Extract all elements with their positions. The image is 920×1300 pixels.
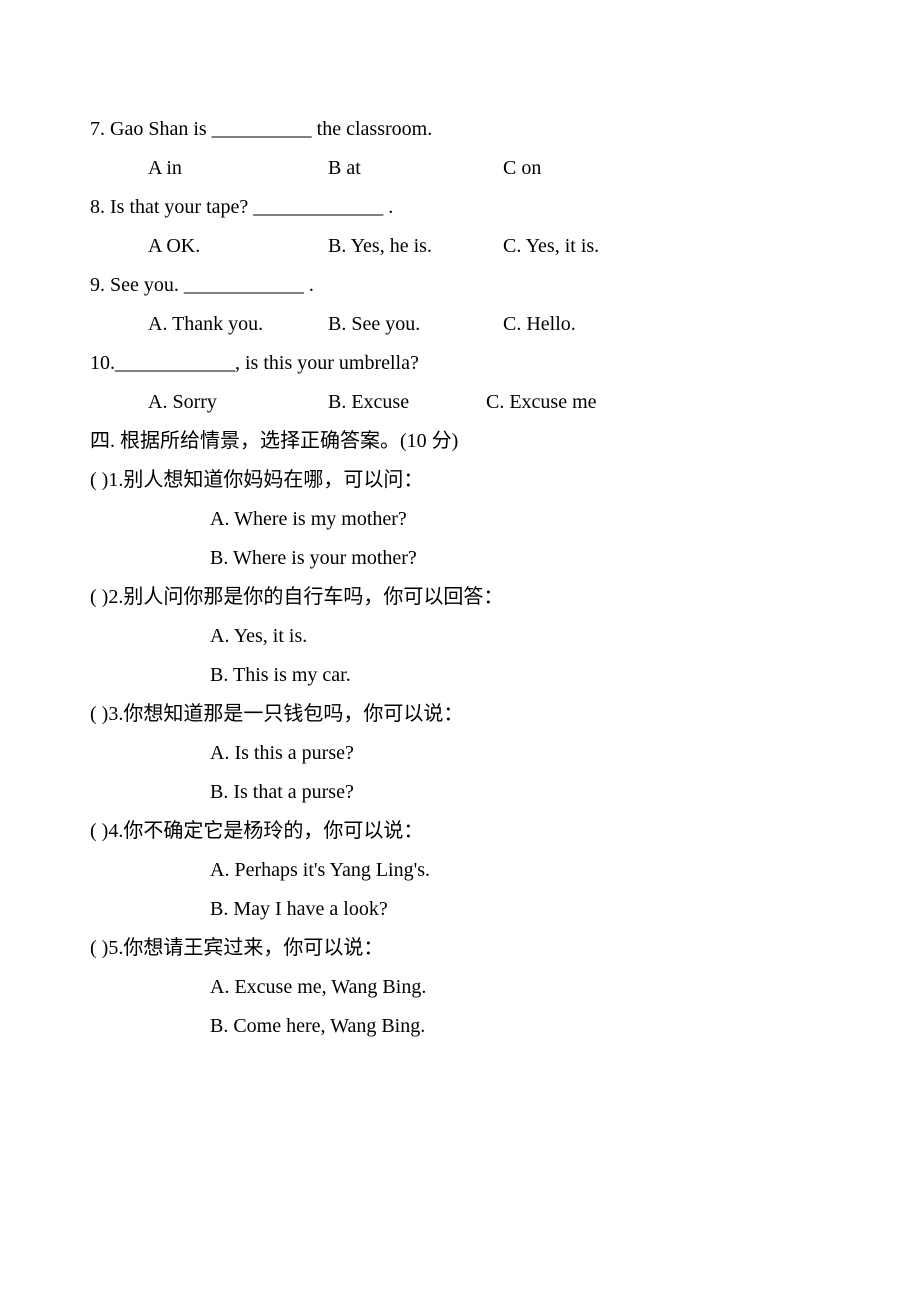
situational-q4-opt-a: A. Perhaps it's Yang Ling's. [90, 851, 830, 890]
question-9-choices: A. Thank you. B. See you. C. Hello. [90, 305, 830, 344]
situational-q5-opt-b: B. Come here, Wang Bing. [90, 1007, 830, 1046]
question-7-stem: 7. Gao Shan is __________ the classroom. [90, 110, 830, 149]
situational-q3-opt-a: A. Is this a purse? [90, 734, 830, 773]
question-10-stem: 10.____________, is this your umbrella? [90, 344, 830, 383]
situational-q3-line: ( )3.你想知道那是一只钱包吗，你可以说： [90, 695, 830, 734]
choice-8b: B. Yes, he is. [328, 227, 503, 266]
situational-q4-opt-b: B. May I have a look? [90, 890, 830, 929]
situational-q3-opt-b: B. Is that a purse? [90, 773, 830, 812]
situational-q1-opt-a: A. Where is my mother? [90, 500, 830, 539]
situational-q4-line: ( )4.你不确定它是杨玲的，你可以说： [90, 812, 830, 851]
choice-8a: A OK. [148, 227, 328, 266]
section-4-header: 四. 根据所给情景，选择正确答案。(10 分) [90, 422, 830, 461]
choice-7c: C on [503, 149, 541, 188]
situational-q2-line: ( )2.别人问你那是你的自行车吗，你可以回答： [90, 578, 830, 617]
choice-10b: B. Excuse [328, 383, 486, 422]
choice-7a: A in [148, 149, 328, 188]
question-7-choices: A in B at C on [90, 149, 830, 188]
question-8-choices: A OK. B. Yes, he is. C. Yes, it is. [90, 227, 830, 266]
situational-q1-line: ( )1.别人想知道你妈妈在哪，可以问： [90, 461, 830, 500]
choice-10c: C. Excuse me [486, 383, 597, 422]
choice-8c: C. Yes, it is. [503, 227, 599, 266]
question-10-choices: A. Sorry B. Excuse C. Excuse me [90, 383, 830, 422]
choice-9a: A. Thank you. [148, 305, 328, 344]
question-8-stem: 8. Is that your tape? _____________ . [90, 188, 830, 227]
situational-q2-opt-a: A. Yes, it is. [90, 617, 830, 656]
choice-7b: B at [328, 149, 503, 188]
choice-9c: C. Hello. [503, 305, 576, 344]
situational-q1-opt-b: B. Where is your mother? [90, 539, 830, 578]
choice-9b: B. See you. [328, 305, 503, 344]
situational-q5-line: ( )5.你想请王宾过来，你可以说： [90, 929, 830, 968]
choice-10a: A. Sorry [148, 383, 328, 422]
situational-q5-opt-a: A. Excuse me, Wang Bing. [90, 968, 830, 1007]
situational-q2-opt-b: B. This is my car. [90, 656, 830, 695]
question-9-stem: 9. See you. ____________ . [90, 266, 830, 305]
